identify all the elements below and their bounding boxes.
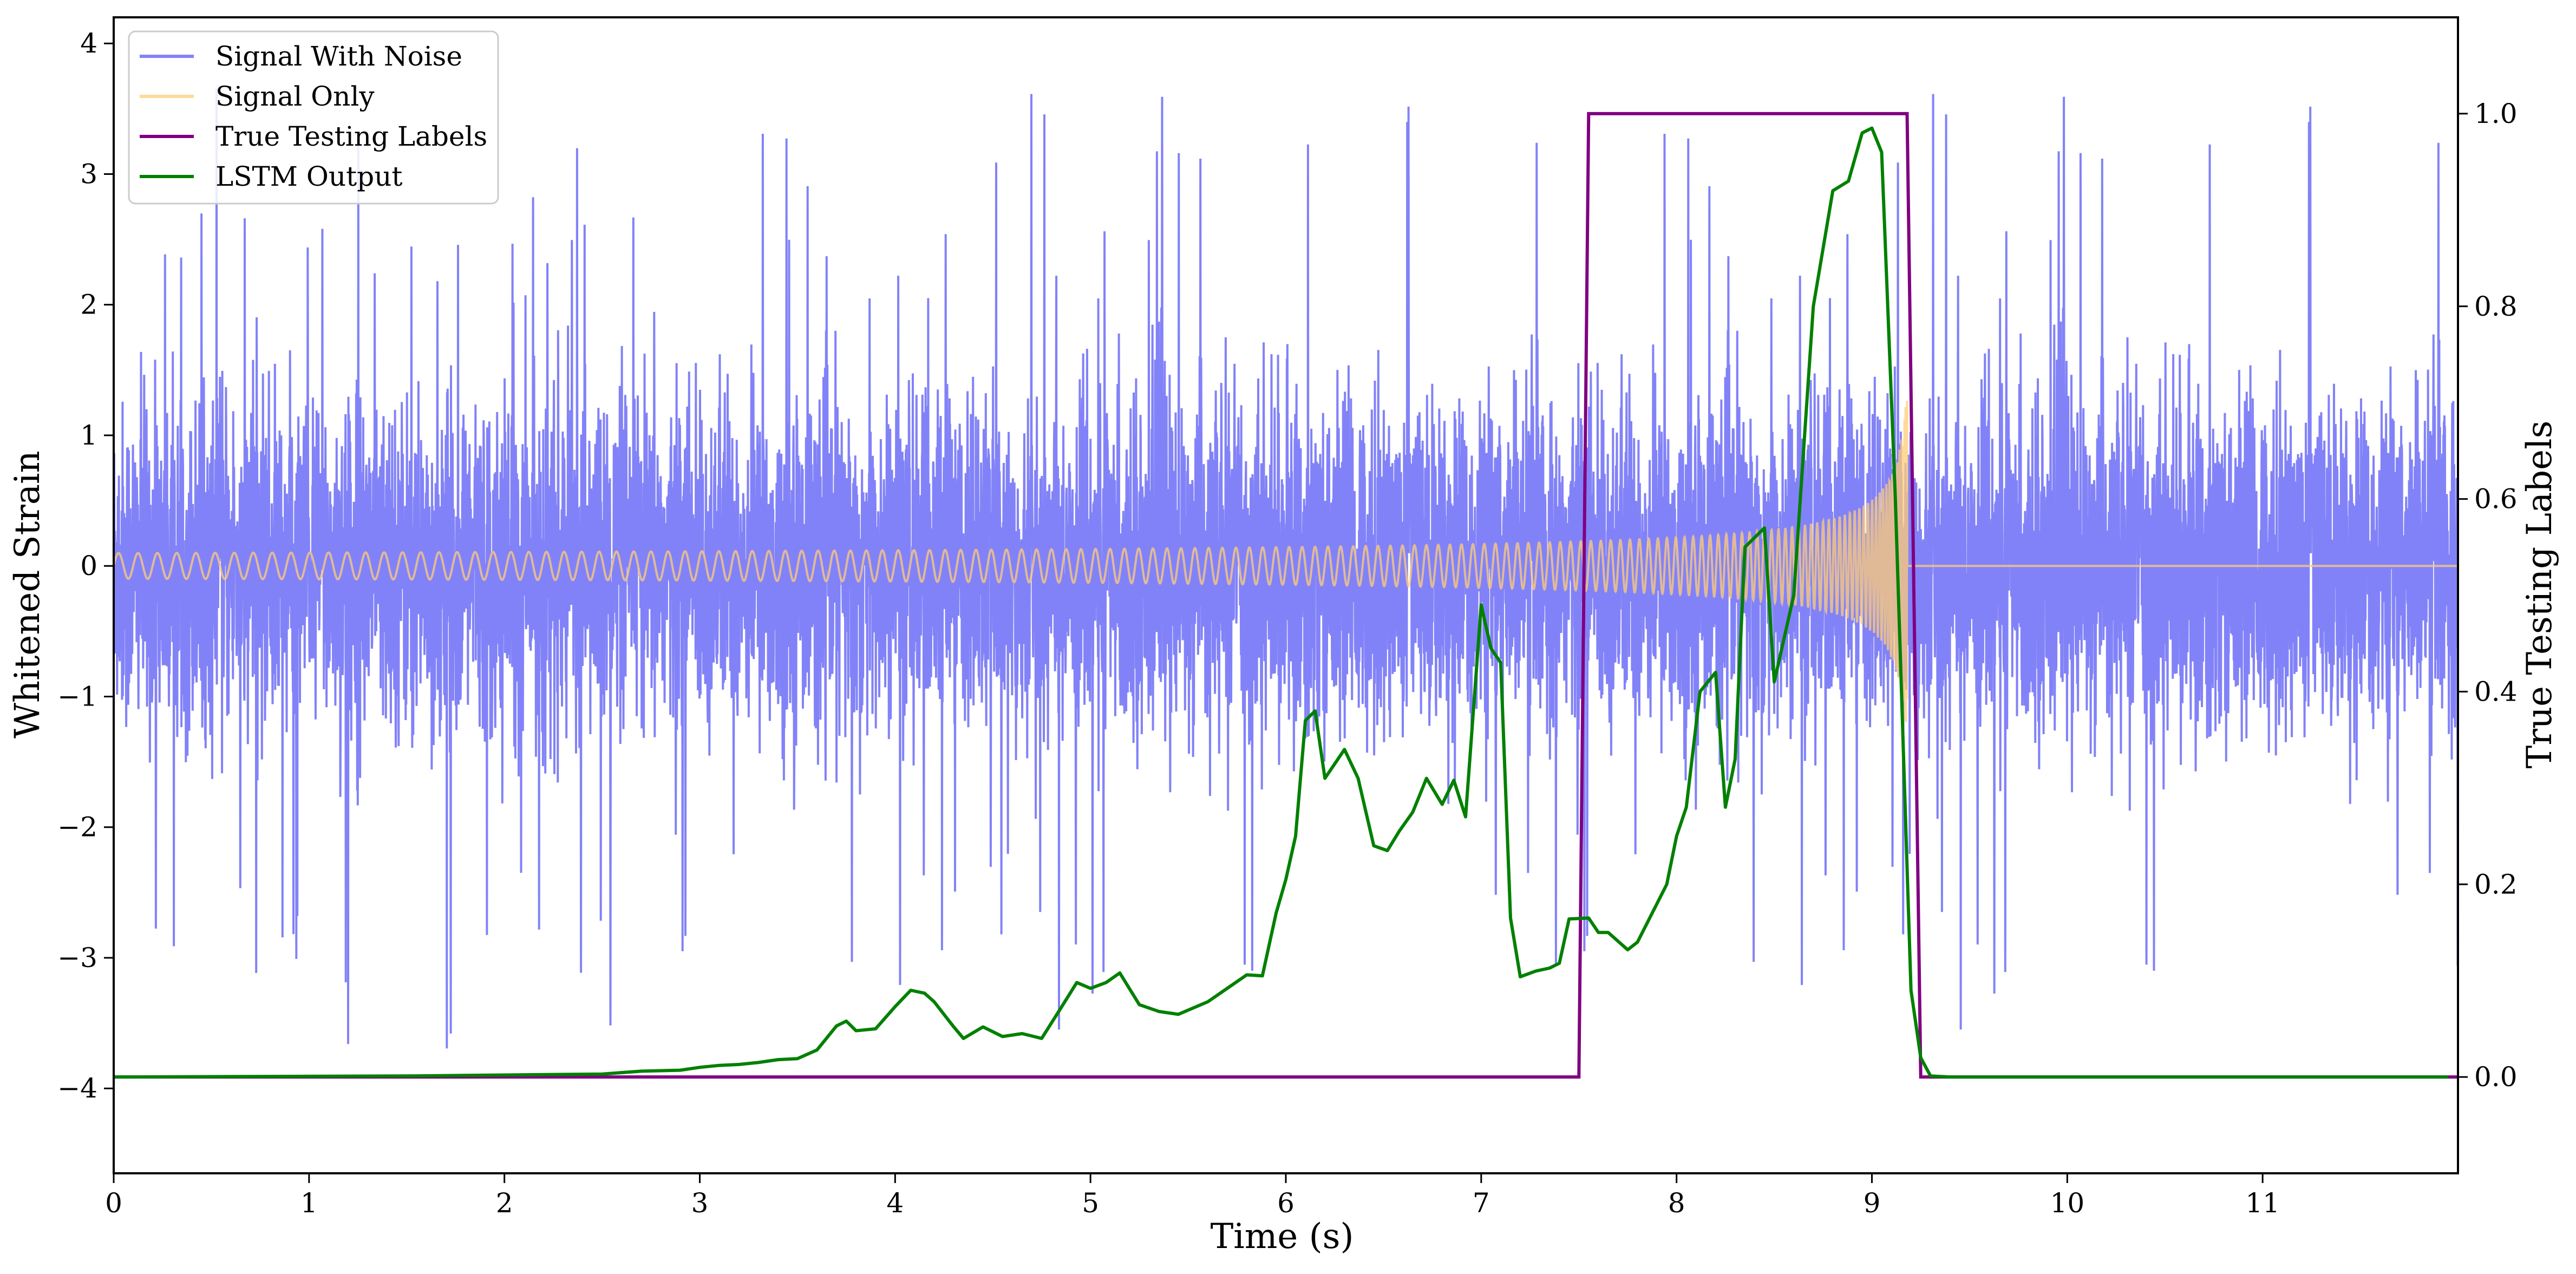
legend-entry-label: Signal Only bbox=[215, 81, 375, 112]
x-axis-label: Time (s) bbox=[1211, 1217, 1354, 1257]
y-right-tick-label: 0.6 bbox=[2474, 484, 2518, 515]
x-tick-label: 1 bbox=[300, 1187, 318, 1219]
x-tick-label: 8 bbox=[1668, 1187, 1685, 1219]
x-axis: 0 1 2 3 4 5 6 7 8 9 10 11 bbox=[105, 1173, 2280, 1219]
x-tick-label: 9 bbox=[1864, 1187, 1881, 1219]
y-left-tick-label: −1 bbox=[57, 681, 97, 712]
x-tick-label: 7 bbox=[1473, 1187, 1490, 1219]
y-axis-right-label: True Testing Labels bbox=[2520, 421, 2560, 769]
series-lstm-output bbox=[114, 126, 2448, 1079]
series-signal-only bbox=[114, 401, 2458, 722]
y-left-tick-label: −4 bbox=[57, 1073, 97, 1104]
legend-entry-label: Signal With Noise bbox=[215, 41, 462, 72]
legend-box bbox=[128, 30, 499, 205]
y-axis-left: −4 −3 −2 −1 0 1 2 3 4 bbox=[57, 28, 114, 1104]
y-right-tick-label: 0.2 bbox=[2474, 868, 2518, 900]
y-left-tick-label: −3 bbox=[57, 942, 97, 974]
y-right-tick-label: 0.4 bbox=[2474, 676, 2518, 707]
series-layer bbox=[114, 88, 2458, 1079]
y-right-tick-label: 1.0 bbox=[2474, 98, 2518, 129]
legend-entry-label: True Testing Labels bbox=[215, 121, 487, 152]
y-left-tick-label: 0 bbox=[80, 550, 97, 582]
legend: Signal With Noise Signal Only True Testing… bbox=[128, 30, 499, 205]
y-left-tick-label: 2 bbox=[80, 289, 97, 321]
y-left-tick-label: 1 bbox=[80, 420, 97, 451]
x-tick-label: 0 bbox=[105, 1187, 122, 1219]
x-tick-label: 3 bbox=[691, 1187, 709, 1219]
y-right-tick-label: 0.8 bbox=[2474, 291, 2518, 322]
series-signal-with-noise bbox=[114, 88, 2458, 1049]
y-axis-left-label: Whitened Strain bbox=[8, 450, 48, 738]
legend-entry-label: LSTM Output bbox=[215, 161, 402, 192]
x-tick-label: 6 bbox=[1277, 1187, 1294, 1219]
x-tick-label: 2 bbox=[496, 1187, 513, 1219]
x-tick-label: 11 bbox=[2245, 1187, 2280, 1219]
x-tick-label: 5 bbox=[1082, 1187, 1099, 1219]
y-axis-right: 0.0 0.2 0.4 0.6 0.8 1.0 bbox=[2458, 98, 2518, 1093]
x-tick-label: 4 bbox=[886, 1187, 904, 1219]
y-right-tick-label: 0.0 bbox=[2474, 1061, 2518, 1093]
x-tick-label: 10 bbox=[2050, 1187, 2085, 1219]
y-left-tick-label: 3 bbox=[80, 158, 97, 190]
y-left-tick-label: 4 bbox=[80, 28, 97, 59]
y-left-tick-label: −2 bbox=[57, 812, 97, 843]
